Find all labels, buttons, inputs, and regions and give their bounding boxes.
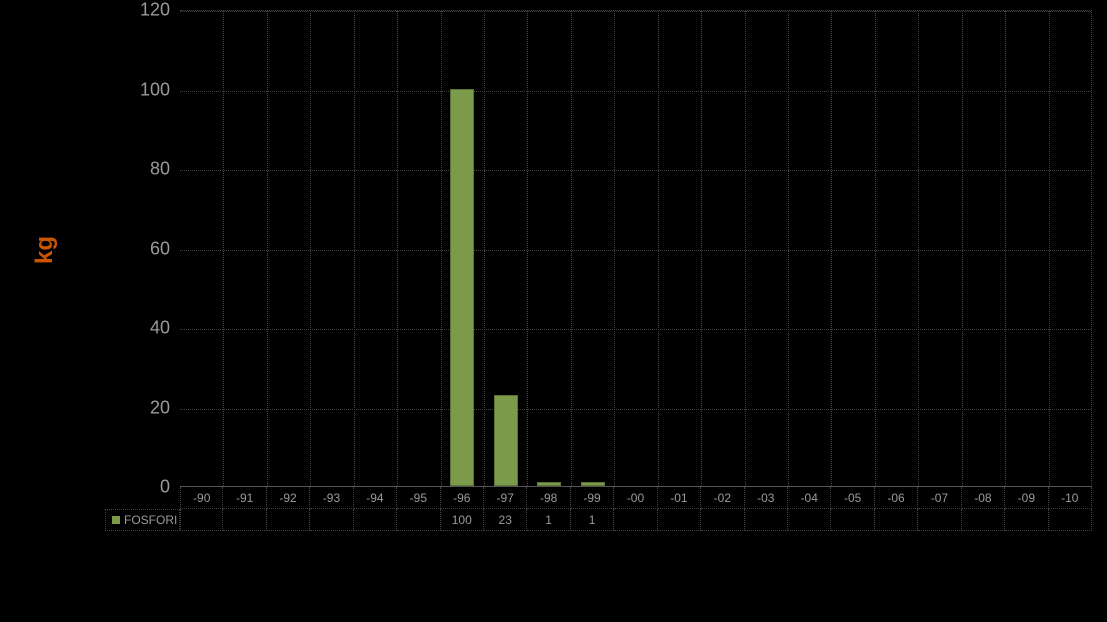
vertical-gridline <box>701 11 702 486</box>
x-tick-label: -91 <box>223 487 266 509</box>
x-tick-label: -96 <box>441 487 484 509</box>
data-table-cell <box>397 509 440 531</box>
data-table-cell <box>354 509 397 531</box>
vertical-gridline <box>310 11 311 486</box>
x-tick-label: -00 <box>614 487 657 509</box>
bar <box>494 395 518 486</box>
x-tick-label: -06 <box>875 487 918 509</box>
x-tick-label: -99 <box>571 487 614 509</box>
y-tick-label: 80 <box>150 159 170 180</box>
data-table-cell <box>788 509 831 531</box>
data-table-cell <box>658 509 701 531</box>
horizontal-gridline <box>180 91 1091 92</box>
bar <box>537 482 561 486</box>
x-tick-label: -95 <box>397 487 440 509</box>
vertical-gridline <box>223 11 224 486</box>
plot-area <box>180 10 1092 487</box>
chart-container: kg FOSFORI 020406080100120-90-91-92-93-9… <box>0 0 1107 622</box>
x-tick-label: -94 <box>354 487 397 509</box>
vertical-gridline <box>527 11 528 486</box>
data-table-cell: 100 <box>441 509 484 531</box>
data-table-cell: 23 <box>484 509 527 531</box>
horizontal-gridline <box>180 170 1091 171</box>
vertical-gridline <box>658 11 659 486</box>
vertical-gridline <box>1005 11 1006 486</box>
legend-swatch-icon <box>112 516 120 524</box>
y-tick-label: 100 <box>140 79 170 100</box>
x-tick-label: -01 <box>658 487 701 509</box>
data-table-cell <box>745 509 788 531</box>
data-table-cell <box>962 509 1005 531</box>
x-tick-label: -92 <box>267 487 310 509</box>
x-tick-label: -10 <box>1049 487 1092 509</box>
vertical-gridline <box>875 11 876 486</box>
data-table-cell <box>223 509 266 531</box>
horizontal-gridline <box>180 250 1091 251</box>
y-axis-label: kg <box>31 236 59 264</box>
vertical-gridline <box>441 11 442 486</box>
horizontal-gridline <box>180 409 1091 410</box>
legend-label: FOSFORI <box>124 513 177 527</box>
x-tick-label: -97 <box>484 487 527 509</box>
x-tick-label: -90 <box>180 487 223 509</box>
vertical-gridline <box>397 11 398 486</box>
data-table-cell <box>614 509 657 531</box>
data-table-cell <box>1005 509 1048 531</box>
data-table-cell <box>875 509 918 531</box>
data-table-cell: 1 <box>527 509 570 531</box>
y-tick-label: 60 <box>150 238 170 259</box>
data-table-cell <box>310 509 353 531</box>
vertical-gridline <box>354 11 355 486</box>
data-table-cell <box>701 509 744 531</box>
vertical-gridline <box>571 11 572 486</box>
vertical-gridline <box>788 11 789 486</box>
vertical-gridline <box>962 11 963 486</box>
bar <box>581 482 605 486</box>
x-tick-label: -09 <box>1005 487 1048 509</box>
x-tick-label: -93 <box>310 487 353 509</box>
horizontal-gridline <box>180 11 1091 12</box>
x-tick-label: -07 <box>918 487 961 509</box>
x-tick-label: -03 <box>745 487 788 509</box>
data-table-cell <box>267 509 310 531</box>
vertical-gridline <box>267 11 268 486</box>
vertical-gridline <box>918 11 919 486</box>
x-tick-label: -98 <box>527 487 570 509</box>
data-table-cell <box>180 509 223 531</box>
bar <box>450 89 474 487</box>
vertical-gridline <box>1049 11 1050 486</box>
legend: FOSFORI <box>105 509 180 531</box>
y-tick-label: 120 <box>140 0 170 21</box>
x-tick-label: -02 <box>701 487 744 509</box>
y-tick-label: 0 <box>160 477 170 498</box>
vertical-gridline <box>614 11 615 486</box>
vertical-gridline <box>484 11 485 486</box>
horizontal-gridline <box>180 329 1091 330</box>
x-tick-label: -05 <box>831 487 874 509</box>
data-table-cell <box>918 509 961 531</box>
data-table-cell <box>831 509 874 531</box>
data-table-cell: 1 <box>571 509 614 531</box>
x-tick-label: -08 <box>962 487 1005 509</box>
x-tick-label: -04 <box>788 487 831 509</box>
vertical-gridline <box>831 11 832 486</box>
y-tick-label: 40 <box>150 318 170 339</box>
vertical-gridline <box>745 11 746 486</box>
y-tick-label: 20 <box>150 397 170 418</box>
data-table-cell <box>1049 509 1092 531</box>
